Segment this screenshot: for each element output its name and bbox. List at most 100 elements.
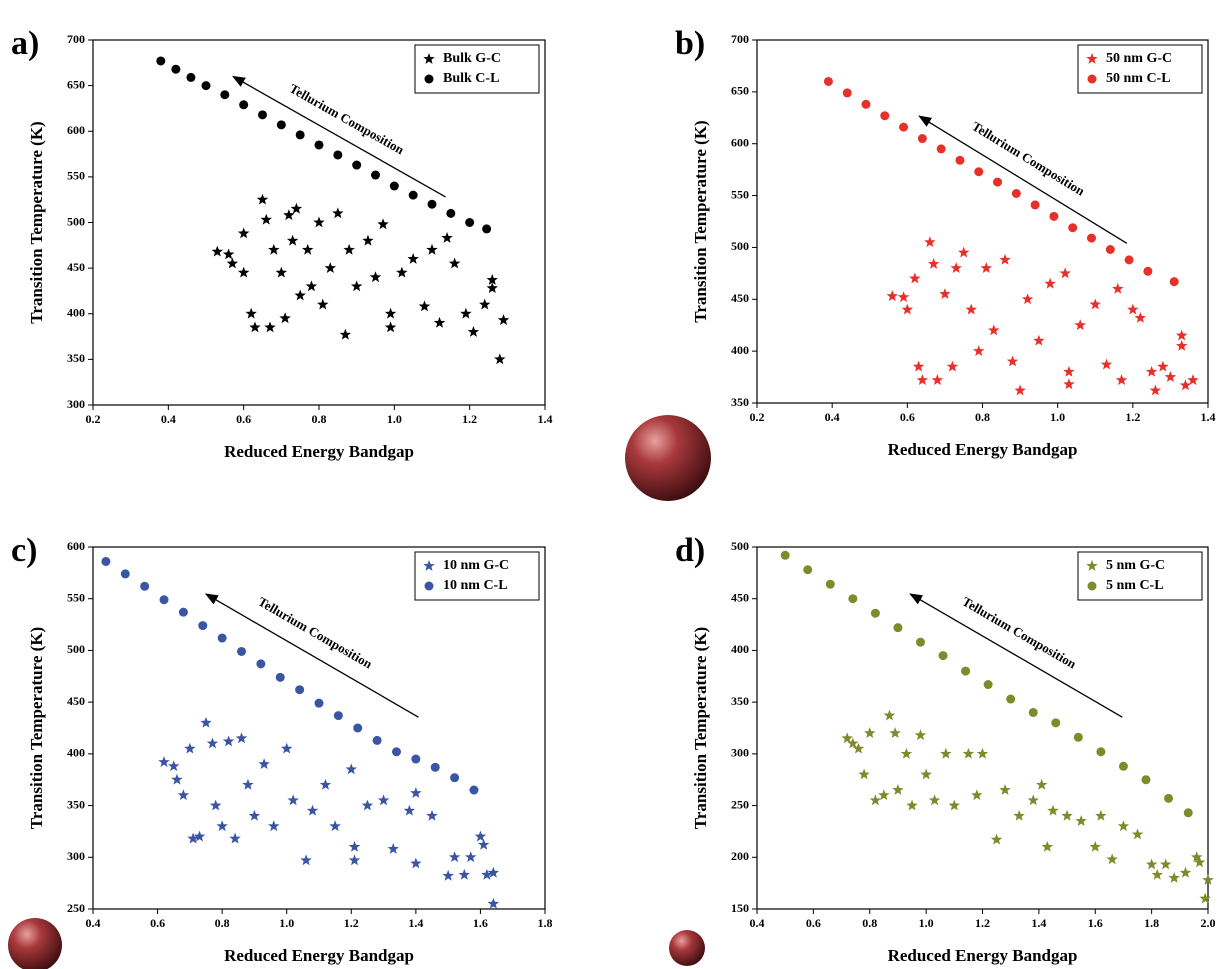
y-tick-label: 550: [67, 590, 85, 604]
circle-point: [1006, 694, 1016, 704]
star-point: [319, 778, 332, 790]
star-point: [912, 360, 925, 372]
star-point: [229, 832, 241, 844]
x-tick-label: 0.6: [806, 916, 821, 930]
star-point: [384, 307, 397, 319]
y-tick-label: 400: [67, 746, 85, 760]
legend-label: 5 nm C-L: [1106, 578, 1164, 593]
y-tick-label: 600: [67, 539, 85, 553]
x-tick-label: 1.2: [975, 916, 990, 930]
circle-point: [848, 594, 858, 604]
circle-point: [482, 224, 492, 234]
y-tick-label: 700: [731, 32, 749, 46]
y-axis-label: Transition Temperature (K): [691, 120, 710, 322]
x-tick-label: 0.2: [750, 410, 765, 424]
star-point: [283, 209, 295, 221]
star-point: [177, 789, 190, 801]
star-point: [384, 321, 397, 333]
x-tick-label: 1.4: [1201, 410, 1216, 424]
star-point: [990, 833, 1003, 845]
y-tick-label: 350: [67, 797, 85, 811]
star-point: [962, 747, 975, 759]
star-point: [211, 245, 224, 257]
circle-point: [389, 181, 399, 191]
star-point: [486, 282, 498, 294]
circle-point: [411, 754, 421, 764]
star-point: [418, 300, 431, 312]
star-point: [1014, 384, 1026, 396]
star-point: [268, 243, 280, 255]
annotation-arrow: [231, 75, 446, 198]
x-tick-label: 0.6: [150, 916, 165, 930]
x-tick-label: 1.8: [538, 916, 553, 930]
circle-point: [961, 666, 971, 676]
star-point: [1151, 868, 1163, 880]
y-tick-label: 500: [731, 239, 749, 253]
x-tick-label: 1.6: [473, 916, 488, 930]
star-point: [1127, 303, 1139, 315]
star-point: [481, 868, 493, 880]
star-point: [864, 727, 876, 739]
star-point: [467, 326, 480, 337]
circle-point: [275, 672, 285, 682]
circle-point: [178, 607, 188, 617]
star-point: [260, 213, 272, 225]
legend-marker: [1087, 74, 1097, 84]
star-point: [448, 257, 461, 269]
sphere: [8, 918, 62, 969]
circle-point: [217, 633, 227, 643]
star-point: [1187, 374, 1199, 386]
circle-point: [371, 170, 380, 180]
circle-point: [1086, 233, 1096, 243]
star-point: [279, 312, 291, 324]
star-point: [1061, 809, 1073, 821]
legend-box: [1077, 551, 1203, 601]
plot-frame: [756, 39, 1209, 404]
y-tick-label: 500: [67, 214, 85, 228]
circle-point: [938, 651, 948, 661]
star-point: [275, 266, 288, 278]
star-point: [317, 298, 329, 310]
star-point: [258, 758, 270, 770]
star-point: [1027, 794, 1039, 806]
x-tick-label: 0.4: [161, 412, 176, 426]
star-point: [1089, 840, 1101, 852]
star-point: [1100, 358, 1113, 370]
circle-point: [1183, 808, 1193, 818]
y-tick-label: 600: [67, 123, 85, 137]
star-point: [300, 854, 312, 866]
x-tick-label: 1.4: [538, 412, 553, 426]
star-point: [324, 262, 337, 273]
x-tick-label: 1.4: [408, 916, 423, 930]
star-point: [497, 314, 510, 325]
y-tick-label: 300: [67, 849, 85, 863]
star-point: [313, 216, 325, 228]
legend-label: Bulk G-C: [443, 51, 501, 66]
circle-point: [220, 90, 230, 100]
star-point: [976, 747, 989, 759]
panel-label: b): [675, 25, 705, 62]
star-point: [339, 328, 352, 340]
star-point: [287, 794, 299, 806]
annotation: Tellurium Composition: [287, 81, 407, 158]
star-point: [852, 742, 865, 754]
star-point: [1047, 804, 1059, 816]
circle-point: [295, 685, 305, 695]
star-point: [158, 756, 170, 767]
circle-point: [880, 111, 890, 121]
circle-point: [983, 680, 993, 690]
x-tick-label: 0.8: [312, 412, 327, 426]
star-point: [377, 794, 390, 806]
star-point: [410, 857, 422, 869]
x-axis-label: Reduced Energy Bandgap: [224, 442, 414, 461]
circle-point: [1073, 732, 1083, 742]
y-tick-label: 350: [731, 395, 749, 409]
y-tick-label: 650: [67, 77, 85, 91]
star-point: [222, 735, 235, 747]
star-point: [369, 271, 382, 283]
legend-box: [414, 551, 540, 601]
star-point: [858, 768, 870, 780]
star-point: [988, 324, 1000, 336]
star-point: [281, 742, 293, 754]
star-point: [332, 207, 344, 219]
